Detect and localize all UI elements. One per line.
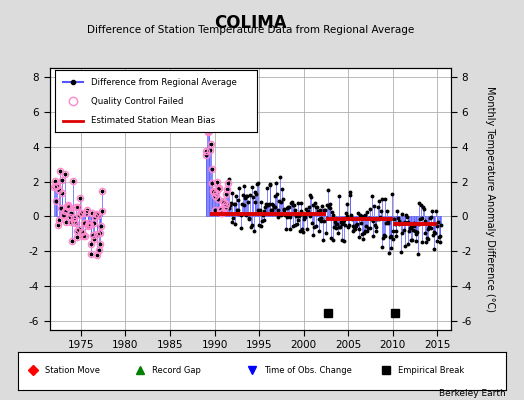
- Text: Empirical Break: Empirical Break: [398, 366, 465, 375]
- Text: Time of Obs. Change: Time of Obs. Change: [265, 366, 352, 375]
- Text: Difference of Station Temperature Data from Regional Average: Difference of Station Temperature Data f…: [87, 25, 414, 35]
- Text: Quality Control Failed: Quality Control Failed: [91, 96, 184, 106]
- Text: Station Move: Station Move: [45, 366, 100, 375]
- Text: Record Gap: Record Gap: [152, 366, 201, 375]
- Text: COLIMA: COLIMA: [214, 14, 287, 32]
- Text: Berkeley Earth: Berkeley Earth: [439, 389, 506, 398]
- Text: Difference from Regional Average: Difference from Regional Average: [91, 78, 237, 87]
- Y-axis label: Monthly Temperature Anomaly Difference (°C): Monthly Temperature Anomaly Difference (…: [485, 86, 495, 312]
- Text: Estimated Station Mean Bias: Estimated Station Mean Bias: [91, 116, 215, 125]
